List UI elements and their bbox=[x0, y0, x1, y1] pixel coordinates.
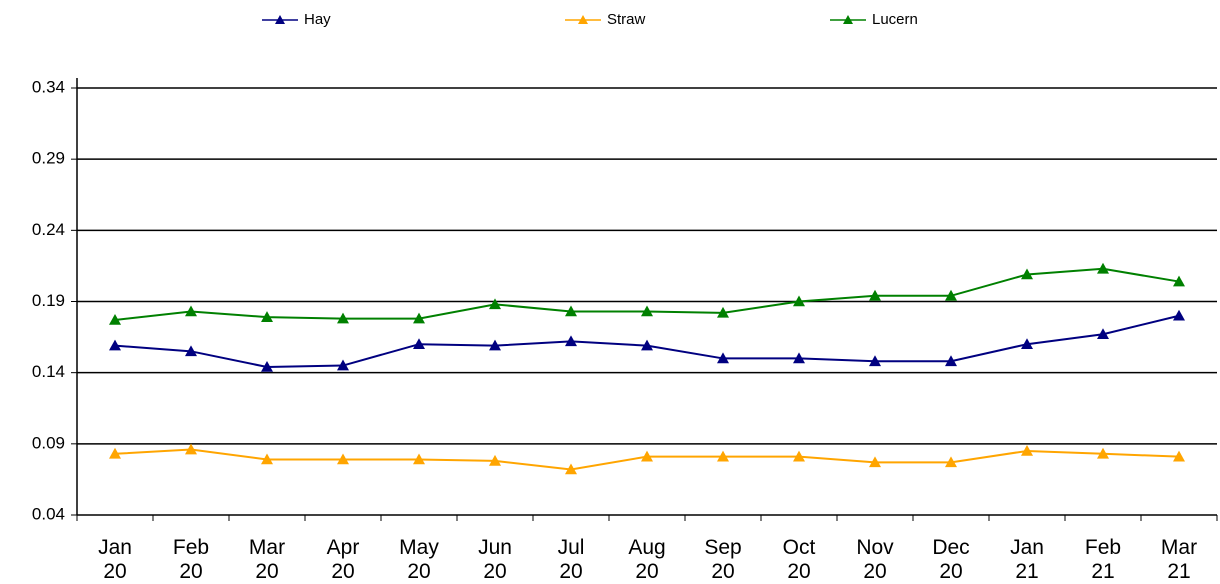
x-tick-label: Aug 20 bbox=[628, 536, 666, 583]
marker bbox=[869, 456, 881, 468]
marker bbox=[261, 453, 273, 465]
x-tick-label: May 20 bbox=[399, 536, 439, 583]
marker bbox=[641, 339, 653, 351]
x-tick-label: Apr 20 bbox=[326, 536, 360, 583]
y-tick-label: 0.29 bbox=[32, 149, 65, 168]
marker bbox=[489, 298, 501, 310]
marker bbox=[641, 450, 653, 462]
x-tick-label: Mar 21 bbox=[1160, 536, 1198, 583]
marker bbox=[337, 453, 349, 465]
marker bbox=[1021, 444, 1033, 456]
marker bbox=[109, 314, 121, 325]
marker bbox=[1173, 450, 1185, 462]
marker bbox=[413, 338, 425, 349]
marker bbox=[793, 352, 805, 364]
y-tick-label: 0.09 bbox=[32, 433, 65, 452]
marker bbox=[109, 339, 121, 351]
marker bbox=[185, 345, 197, 357]
marker bbox=[1173, 309, 1185, 321]
marker bbox=[869, 355, 881, 367]
x-tick-label: Dec 20 bbox=[932, 536, 970, 583]
marker bbox=[261, 360, 273, 372]
marker bbox=[413, 312, 425, 324]
marker bbox=[717, 306, 729, 318]
x-tick-label: Oct 20 bbox=[782, 536, 816, 583]
marker bbox=[793, 450, 805, 462]
marker bbox=[413, 453, 425, 465]
legend-text: Lucern bbox=[872, 11, 918, 28]
marker bbox=[1097, 262, 1109, 274]
x-tick-label: Jun 20 bbox=[478, 536, 512, 583]
marker bbox=[109, 447, 121, 459]
marker bbox=[489, 339, 501, 351]
marker bbox=[1021, 268, 1033, 280]
y-tick-label: 0.04 bbox=[32, 504, 65, 523]
marker bbox=[489, 454, 501, 466]
marker bbox=[185, 305, 197, 317]
legend-marker bbox=[578, 15, 588, 24]
legend-marker bbox=[275, 15, 285, 24]
marker bbox=[641, 305, 653, 317]
x-tick-label: Jan 21 bbox=[1010, 536, 1044, 583]
legend-marker bbox=[843, 15, 853, 24]
x-tick-label: Feb 21 bbox=[1084, 536, 1122, 583]
y-tick-label: 0.34 bbox=[32, 77, 65, 96]
marker bbox=[945, 289, 957, 301]
marker bbox=[717, 450, 729, 462]
y-tick-label: 0.19 bbox=[32, 291, 65, 310]
marker bbox=[1021, 338, 1033, 349]
marker bbox=[185, 443, 197, 455]
marker bbox=[1097, 328, 1109, 340]
x-tick-label: Nov 20 bbox=[856, 536, 894, 583]
marker bbox=[337, 359, 349, 371]
marker bbox=[869, 289, 881, 301]
legend-text: Hay bbox=[304, 11, 331, 28]
x-tick-label: Jan 20 bbox=[98, 536, 132, 583]
marker bbox=[717, 352, 729, 364]
marker bbox=[1097, 447, 1109, 459]
marker bbox=[261, 311, 273, 322]
y-tick-label: 0.14 bbox=[32, 362, 65, 381]
marker bbox=[565, 335, 577, 347]
x-tick-label: Sep 20 bbox=[704, 536, 742, 583]
marker bbox=[793, 295, 805, 307]
x-tick-label: Feb 20 bbox=[172, 536, 210, 583]
marker bbox=[945, 355, 957, 367]
x-tick-label: Jul 20 bbox=[557, 536, 585, 583]
marker bbox=[337, 312, 349, 324]
y-tick-label: 0.24 bbox=[32, 220, 65, 239]
marker bbox=[565, 305, 577, 317]
marker bbox=[565, 463, 577, 475]
marker bbox=[1173, 275, 1185, 287]
marker bbox=[945, 456, 957, 468]
legend-text: Straw bbox=[607, 11, 646, 28]
x-tick-label: Mar 20 bbox=[248, 536, 286, 583]
